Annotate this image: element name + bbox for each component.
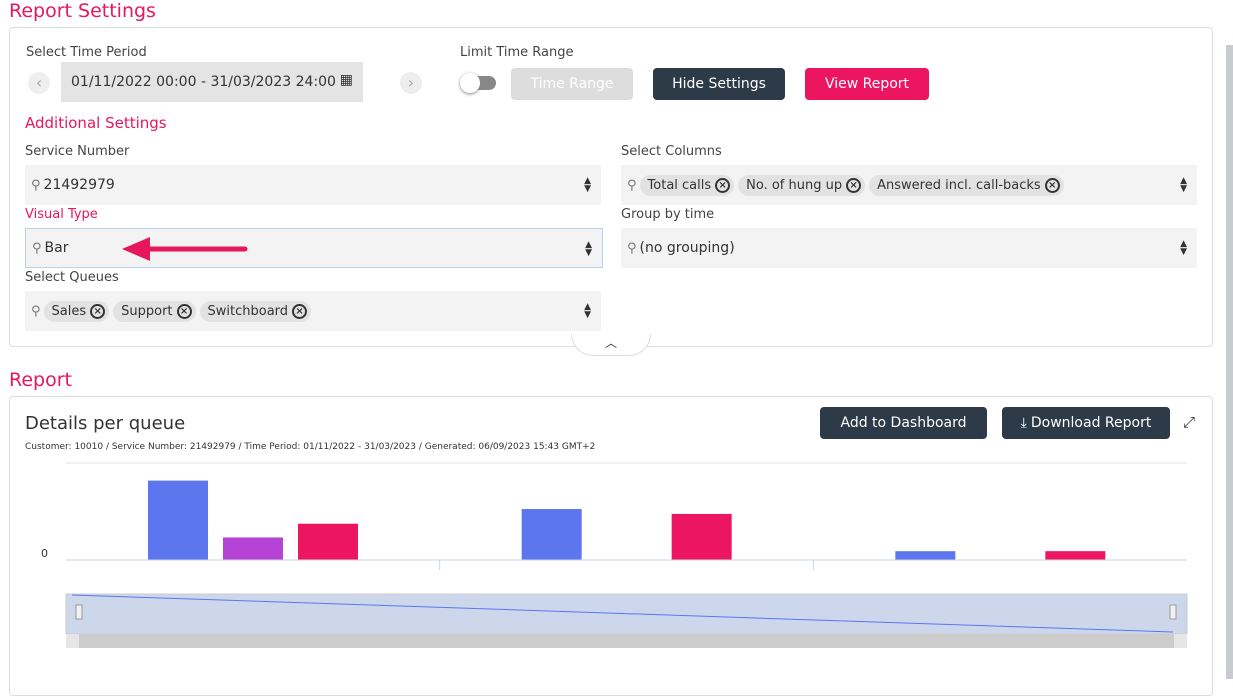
card-title: Details per queue (25, 413, 186, 434)
service-number-select[interactable]: ⚲ 21492979 ▲ ▼ (25, 165, 601, 205)
view-report-button[interactable]: View Report (805, 68, 929, 100)
navigator-series-line (71, 594, 1174, 633)
download-report-button[interactable]: ⤓ Download Report (1002, 407, 1170, 439)
arrow-annotation-icon (122, 237, 248, 261)
select-columns-label: Select Columns (621, 144, 722, 159)
column-tag: Total calls × (639, 174, 735, 196)
time-period-input[interactable]: 01/11/2022 00:00 - 31/03/2023 24:00 ▦ (61, 62, 363, 102)
sort-arrows-icon: ▲ ▼ (584, 302, 591, 320)
tag-label: Answered incl. call-backs (877, 177, 1041, 193)
prev-period-button[interactable]: ‹ (28, 72, 50, 94)
bar-chart: 0 (41, 462, 1188, 648)
tag-label: No. of hung up (746, 177, 843, 193)
download-label: Download Report (1030, 415, 1152, 431)
limit-time-range-label: Limit Time Range (460, 45, 574, 60)
search-icon: ⚲ (627, 240, 637, 256)
bar-sales-series-1 (148, 480, 208, 560)
queue-tag: Sales × (43, 300, 110, 322)
navigator-right-handle (1169, 604, 1177, 620)
settings-panel: Select Time Period ‹ 01/11/2022 00:00 - … (9, 27, 1213, 356)
search-icon: ⚲ (32, 240, 42, 256)
sort-arrows-icon: ▲ ▼ (1180, 239, 1187, 257)
page-scrollbar[interactable] (1226, 45, 1233, 679)
remove-icon[interactable]: × (846, 177, 862, 193)
tag-label: Total calls (647, 177, 712, 193)
time-period-label: Select Time Period (26, 45, 147, 60)
next-period-button[interactable]: › (400, 72, 422, 94)
hide-settings-button[interactable]: Hide Settings (653, 68, 785, 100)
remove-icon[interactable]: × (715, 177, 731, 193)
report-subtitle: Customer: 10010 / Service Number: 214929… (25, 442, 596, 452)
navigator-scrollbar (66, 634, 1187, 648)
bar-sales-series-2 (223, 537, 283, 560)
remove-icon[interactable]: × (90, 303, 106, 319)
visual-type-select[interactable]: ⚲ Bar ▲ ▼ (25, 228, 603, 268)
group-by-time-select[interactable]: ⚲ (no grouping) ▲ ▼ (621, 228, 1197, 268)
scroll-right-button (1174, 634, 1187, 648)
bar-switchboard-series-1 (895, 551, 956, 560)
calendar-icon[interactable]: ▦ (339, 72, 353, 88)
report-settings-title: Report Settings (9, 0, 156, 22)
tag-label: Support (121, 303, 173, 319)
limit-time-range-toggle[interactable] (460, 73, 496, 93)
tag-label: Switchboard (207, 303, 289, 319)
navigator-left-handle (75, 604, 83, 620)
service-number-value: 21492979 (43, 177, 115, 193)
service-number-label: Service Number (25, 144, 130, 159)
remove-icon[interactable]: × (1044, 177, 1060, 193)
sort-arrows-icon: ▲ ▼ (585, 240, 592, 258)
scroll-left-button (66, 634, 79, 648)
report-card: Details per queue Customer: 10010 / Serv… (9, 396, 1213, 696)
tag-label: Sales (51, 303, 87, 319)
queue-tag: Support × (113, 300, 196, 322)
report-title: Report (9, 369, 72, 391)
remove-icon[interactable]: × (292, 303, 308, 319)
bar-switchboard-series-3 (1045, 551, 1106, 560)
column-tag: Answered incl. call-backs × (869, 174, 1064, 196)
search-icon: ⚲ (627, 177, 637, 193)
search-icon: ⚲ (31, 177, 41, 193)
add-to-dashboard-button[interactable]: Add to Dashboard (820, 407, 987, 439)
sort-arrows-icon: ▲ ▼ (584, 176, 591, 194)
bar-sales-series-3 (298, 523, 358, 560)
bar-support-series-3 (671, 513, 732, 560)
select-queues-select[interactable]: ⚲ Sales × Support × Switchboard × ▲ ▼ (25, 291, 601, 331)
bar-support-series-1 (521, 509, 582, 560)
column-tag: No. of hung up × (738, 174, 866, 196)
y-tick-label: 0 (41, 547, 48, 560)
select-columns-select[interactable]: ⚲ Total calls × No. of hung up × Answered … (621, 165, 1197, 205)
time-period-value: 01/11/2022 00:00 - 31/03/2023 24:00 (71, 74, 336, 90)
group-by-time-label: Group by time (621, 207, 715, 222)
additional-settings-title: Additional Settings (25, 114, 167, 132)
sort-arrows-icon: ▲ ▼ (1180, 176, 1187, 194)
select-queues-label: Select Queues (25, 270, 119, 285)
visual-type-label: Visual Type (25, 207, 98, 222)
download-icon: ⤓ (1020, 415, 1027, 431)
expand-icon[interactable]: ⤢ (1183, 413, 1196, 431)
search-icon: ⚲ (31, 303, 41, 319)
visual-type-value: Bar (44, 240, 69, 256)
queue-tag: Switchboard × (199, 300, 312, 322)
collapse-settings-button[interactable]: ︿ (571, 334, 651, 356)
remove-icon[interactable]: × (176, 303, 192, 319)
group-by-time-value: (no grouping) (639, 240, 735, 256)
time-range-button[interactable]: Time Range (511, 68, 633, 100)
